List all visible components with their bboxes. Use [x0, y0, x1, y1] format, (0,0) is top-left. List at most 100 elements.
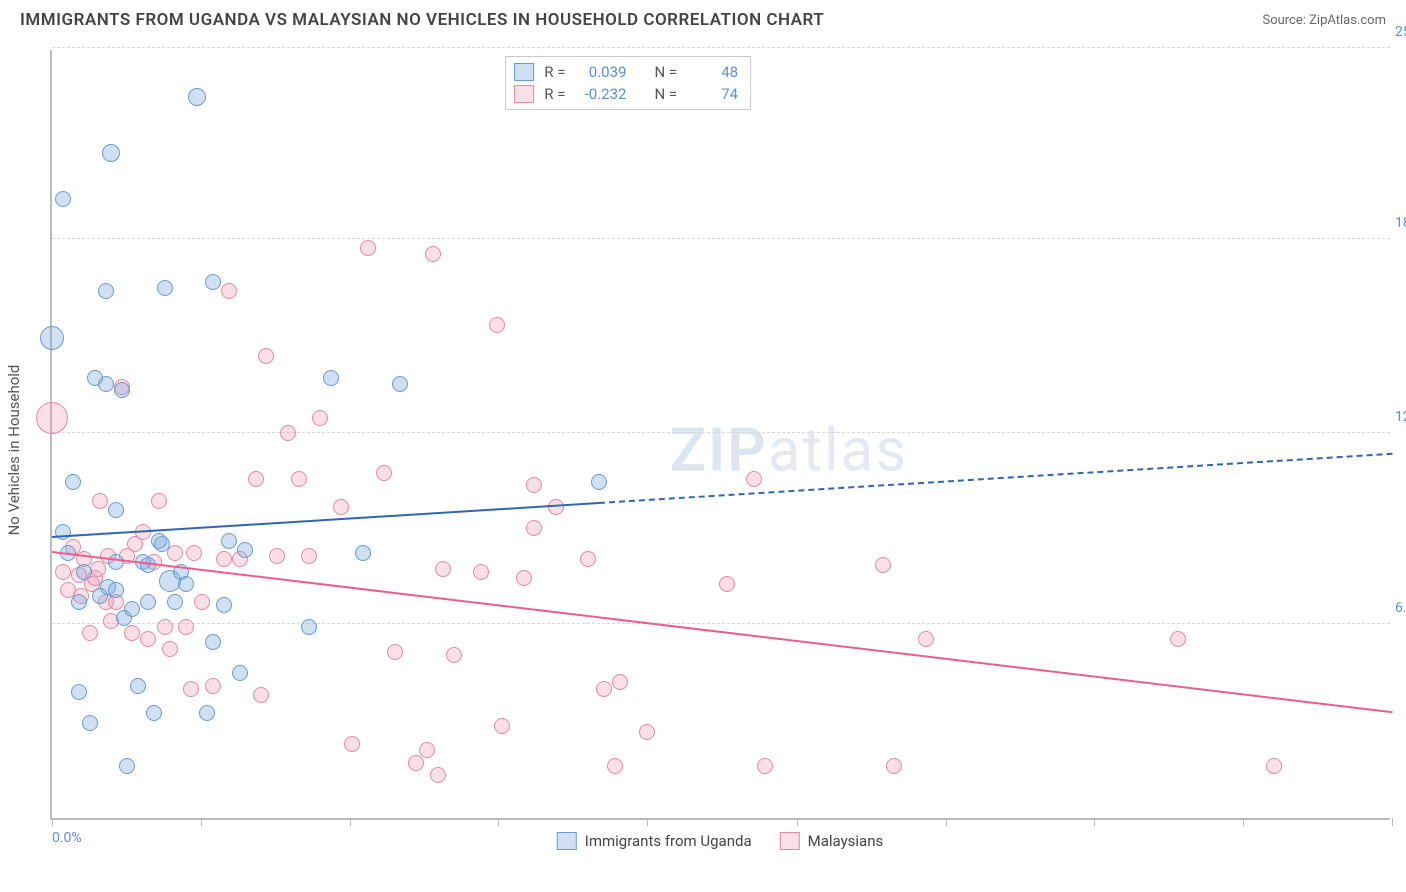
chart-container: No Vehicles in Household ZIPatlas 6.3%12…	[50, 50, 1390, 850]
data-point-malaysia	[178, 619, 194, 635]
legend-swatch-uganda	[557, 832, 577, 850]
data-point-uganda	[108, 582, 124, 598]
data-point-malaysia	[746, 471, 762, 487]
data-point-malaysia	[596, 681, 612, 697]
y-tick-label: 12.5%	[1395, 409, 1406, 425]
legend-item-uganda: Immigrants from Uganda	[557, 832, 752, 850]
n-label: N =	[654, 61, 677, 83]
data-point-malaysia	[269, 548, 285, 564]
data-point-malaysia	[612, 674, 628, 690]
data-point-malaysia	[918, 631, 934, 647]
data-point-uganda	[76, 564, 92, 580]
data-point-uganda	[108, 502, 124, 518]
data-point-uganda	[157, 280, 173, 296]
data-point-malaysia	[186, 545, 202, 561]
data-point-malaysia	[607, 758, 623, 774]
data-point-uganda	[205, 634, 221, 650]
x-tick	[1392, 818, 1393, 826]
data-point-uganda	[82, 715, 98, 731]
data-point-uganda	[154, 536, 170, 552]
data-point-malaysia	[124, 625, 140, 641]
y-tick-label: 6.3%	[1395, 600, 1406, 616]
data-point-malaysia	[344, 736, 360, 752]
n-value: 74	[683, 83, 738, 105]
data-point-malaysia	[526, 520, 542, 536]
data-point-uganda	[65, 474, 81, 490]
r-value: 0.039	[571, 61, 626, 83]
data-point-malaysia	[92, 493, 108, 509]
watermark-light: atlas	[768, 415, 908, 486]
x-tick	[1243, 818, 1244, 826]
data-point-uganda	[178, 576, 194, 592]
data-point-malaysia	[183, 681, 199, 697]
data-point-uganda	[71, 684, 87, 700]
data-point-malaysia	[719, 576, 735, 592]
x-tick	[946, 818, 947, 826]
legend-swatch-malaysia	[780, 832, 800, 850]
data-point-malaysia	[291, 471, 307, 487]
data-point-malaysia	[516, 570, 532, 586]
data-point-uganda	[55, 191, 71, 207]
data-point-uganda	[108, 554, 124, 570]
data-point-uganda	[140, 594, 156, 610]
n-value: 48	[683, 61, 738, 83]
data-point-uganda	[98, 283, 114, 299]
data-point-malaysia	[639, 724, 655, 740]
x-tick	[797, 818, 798, 826]
legend-swatch	[514, 85, 534, 103]
r-label: R =	[544, 83, 565, 105]
data-point-uganda	[119, 758, 135, 774]
data-point-malaysia	[526, 477, 542, 493]
y-tick-label: 18.8%	[1395, 215, 1406, 231]
y-tick-label: 25.0%	[1395, 24, 1406, 40]
x-tick	[647, 818, 648, 826]
correlation-legend: R = 0.039 N = 48 R = -0.232 N = 74	[505, 56, 751, 110]
data-point-uganda	[237, 542, 253, 558]
data-point-uganda	[216, 597, 232, 613]
trend-line-uganda	[52, 502, 599, 538]
data-point-malaysia	[167, 545, 183, 561]
y-axis-title: No Vehicles in Household	[5, 365, 23, 536]
data-point-uganda	[323, 370, 339, 386]
data-point-malaysia	[387, 644, 403, 660]
correlation-row: R = 0.039 N = 48	[514, 61, 738, 83]
watermark: ZIPatlas	[670, 415, 909, 486]
data-point-uganda	[71, 594, 87, 610]
series-legend: Immigrants from Uganda Malaysians	[557, 832, 883, 850]
data-point-uganda	[124, 601, 140, 617]
chart-title: IMMIGRANTS FROM UGANDA VS MALAYSIAN NO V…	[20, 10, 824, 30]
data-point-malaysia	[1266, 758, 1282, 774]
data-point-uganda	[146, 705, 162, 721]
data-point-malaysia	[875, 557, 891, 573]
data-point-uganda	[40, 326, 64, 350]
data-point-malaysia	[253, 687, 269, 703]
x-tick	[52, 818, 53, 826]
data-point-malaysia	[301, 548, 317, 564]
data-point-malaysia	[580, 551, 596, 567]
data-point-uganda	[167, 594, 183, 610]
r-label: R =	[544, 61, 565, 83]
data-point-malaysia	[886, 758, 902, 774]
data-point-malaysia	[333, 499, 349, 515]
legend-item-malaysia: Malaysians	[780, 832, 884, 850]
x-tick	[1094, 818, 1095, 826]
data-point-malaysia	[312, 410, 328, 426]
data-point-malaysia	[360, 240, 376, 256]
grid-line	[52, 432, 1390, 433]
data-point-malaysia	[36, 402, 68, 434]
data-point-uganda	[392, 376, 408, 392]
data-point-malaysia	[473, 564, 489, 580]
r-value: -0.232	[571, 83, 626, 105]
data-point-malaysia	[55, 564, 71, 580]
x-tick	[350, 818, 351, 826]
data-point-malaysia	[430, 767, 446, 783]
legend-swatch	[514, 63, 534, 81]
grid-line	[52, 623, 1390, 624]
x-tick	[201, 818, 202, 826]
data-point-malaysia	[216, 551, 232, 567]
grid-line	[52, 238, 1390, 239]
data-point-malaysia	[248, 471, 264, 487]
data-point-uganda	[102, 144, 120, 162]
data-point-malaysia	[221, 283, 237, 299]
n-label: N =	[654, 83, 677, 105]
